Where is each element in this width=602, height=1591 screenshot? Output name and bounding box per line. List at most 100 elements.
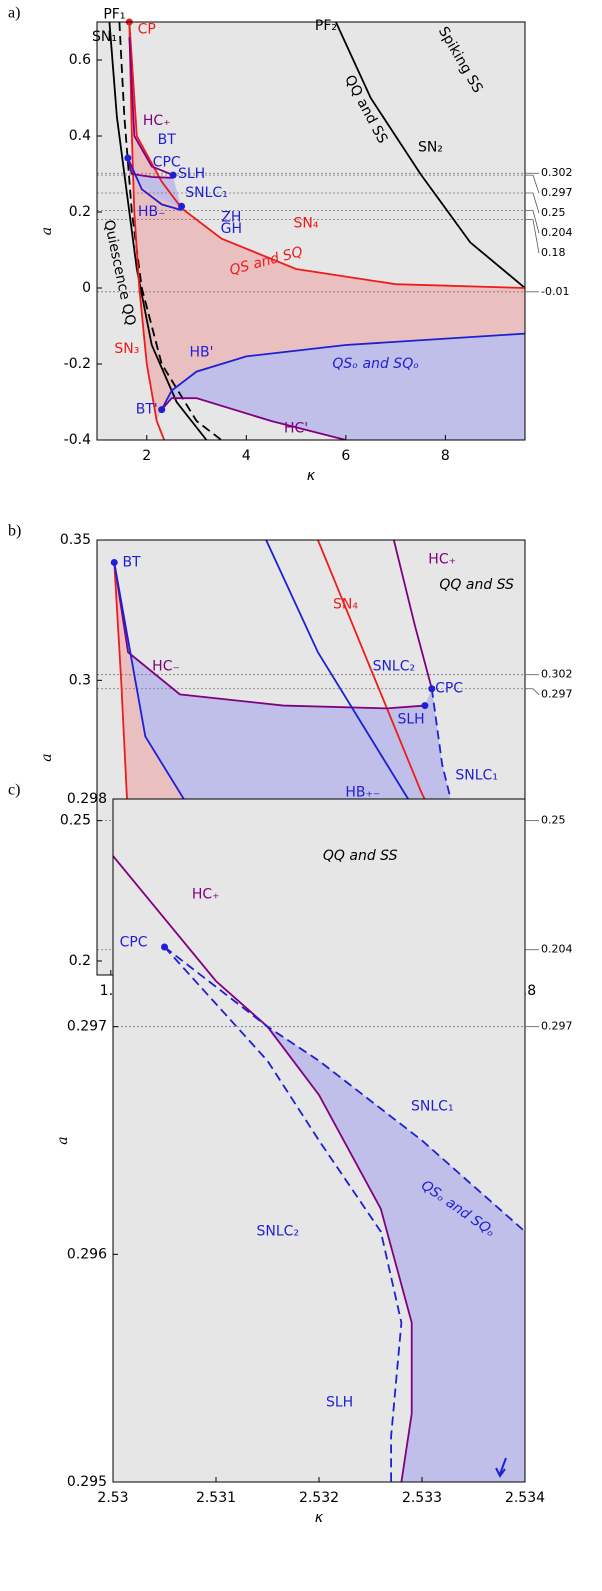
panel-label: c) [8, 782, 20, 799]
y-tick-label: 0.25 [60, 813, 91, 829]
region [127, 158, 182, 209]
point [158, 406, 166, 414]
curve [128, 22, 525, 289]
ref-label: 0.25 [541, 814, 566, 827]
ref-leader [525, 210, 540, 234]
ref-label: 0.297 [541, 688, 573, 701]
y-tick-label: 0.3 [69, 672, 91, 688]
ref-label: 0.302 [541, 166, 573, 179]
x-tick-label: 2.531 [196, 1490, 236, 1506]
curve [335, 22, 525, 289]
curve [163, 946, 525, 1233]
plot-frame [96, 21, 526, 441]
annotation: HC₊ [143, 113, 171, 129]
annotation: SNLC₁ [185, 185, 228, 201]
panel-label: b) [8, 523, 21, 540]
annotation: GH [221, 221, 242, 237]
ref-leader [525, 174, 540, 194]
point [421, 702, 429, 710]
y-tick-label: 0 [82, 280, 91, 296]
annotation: SNLC₁ [455, 768, 498, 784]
annotation: HB' [190, 345, 214, 361]
annotation: HC₊ [192, 887, 220, 903]
y-tick-label: 0.4 [69, 128, 91, 144]
y-tick-label: -0.2 [64, 356, 91, 372]
annotation: QSₒ and SQₒ [332, 356, 419, 372]
point [428, 685, 436, 693]
slh-arrowhead [495, 1467, 506, 1478]
panel-label: a) [8, 5, 20, 22]
x-axis-label: κ [315, 1510, 324, 1526]
point [110, 558, 118, 566]
point [178, 202, 186, 210]
annotation: PF₂ [315, 18, 337, 34]
y-tick-label: 0.2 [69, 953, 91, 969]
annotation: QQ and SS [439, 577, 514, 593]
annotation: SNLC₁ [411, 1098, 454, 1114]
y-tick-label: 0.35 [60, 532, 91, 548]
point [161, 943, 168, 951]
ref-label: 0.297 [541, 1020, 573, 1033]
annotation: HC₊ [428, 552, 456, 568]
curve [126, 157, 173, 179]
annotation: SLH [397, 712, 424, 728]
y-axis-label: a [55, 1136, 71, 1144]
ref-label: 0.204 [541, 943, 573, 956]
ref-leader [525, 688, 540, 695]
y-tick-label: 0.297 [67, 1019, 107, 1035]
annotation: BT [122, 554, 141, 570]
curve [163, 946, 403, 1482]
y-tick-label: 0.2 [69, 204, 91, 220]
curve [128, 37, 174, 176]
annotation: CP [138, 22, 156, 38]
ref-label: 0.297 [541, 186, 573, 199]
annotation: SN₄ [333, 597, 358, 613]
y-tick-label: 0.295 [67, 1474, 107, 1490]
ref-leader [525, 219, 540, 254]
annotation: SN₃ [114, 341, 139, 357]
annotation: CPC [120, 934, 148, 950]
ref-label: 0.25 [541, 206, 566, 219]
ref-label: -0.01 [541, 285, 569, 298]
region [267, 1026, 525, 1482]
ref-label: 0.302 [541, 668, 573, 681]
x-tick-label: 2.534 [505, 1490, 545, 1506]
x-tick-label: 4 [242, 448, 251, 464]
annotation: SN₄ [294, 215, 319, 231]
annotation: HB₊₋ [345, 785, 380, 801]
annotation: HB₋ [138, 204, 166, 220]
ref-label: 0.204 [541, 226, 573, 239]
annotation: SLH [326, 1394, 353, 1410]
annotation: SLH [178, 166, 205, 182]
y-axis-label: a [39, 227, 55, 235]
curve [161, 397, 347, 440]
y-tick-label: 0.298 [67, 791, 107, 807]
curve [127, 157, 182, 211]
x-tick-label: 2.533 [402, 1490, 442, 1506]
x-tick-label: 2.532 [299, 1490, 339, 1506]
x-tick-label: 8 [441, 448, 450, 464]
curve [118, 22, 222, 440]
ref-label: 0.18 [541, 246, 566, 259]
y-tick-label: 0.296 [67, 1246, 107, 1262]
y-tick-label: -0.4 [64, 432, 91, 448]
x-tick-label: 2.53 [97, 1490, 128, 1506]
annotation: PF₁ [103, 6, 125, 22]
region [129, 22, 525, 421]
annotation: ZH [221, 210, 241, 226]
plot-area [113, 855, 525, 1482]
annotation: BT' [136, 402, 158, 418]
annotation: SN₁ [92, 29, 117, 45]
slh-arrow [499, 1457, 507, 1475]
annotation: HC₋ [152, 658, 180, 674]
y-tick-label: 0.6 [69, 52, 91, 68]
x-axis-label: κ [307, 468, 316, 484]
curve [113, 855, 413, 1482]
plot-area [97, 22, 525, 440]
annotation: BT [158, 132, 177, 148]
annotation: HC' [284, 421, 308, 437]
curve [392, 540, 433, 689]
curve [128, 22, 166, 440]
